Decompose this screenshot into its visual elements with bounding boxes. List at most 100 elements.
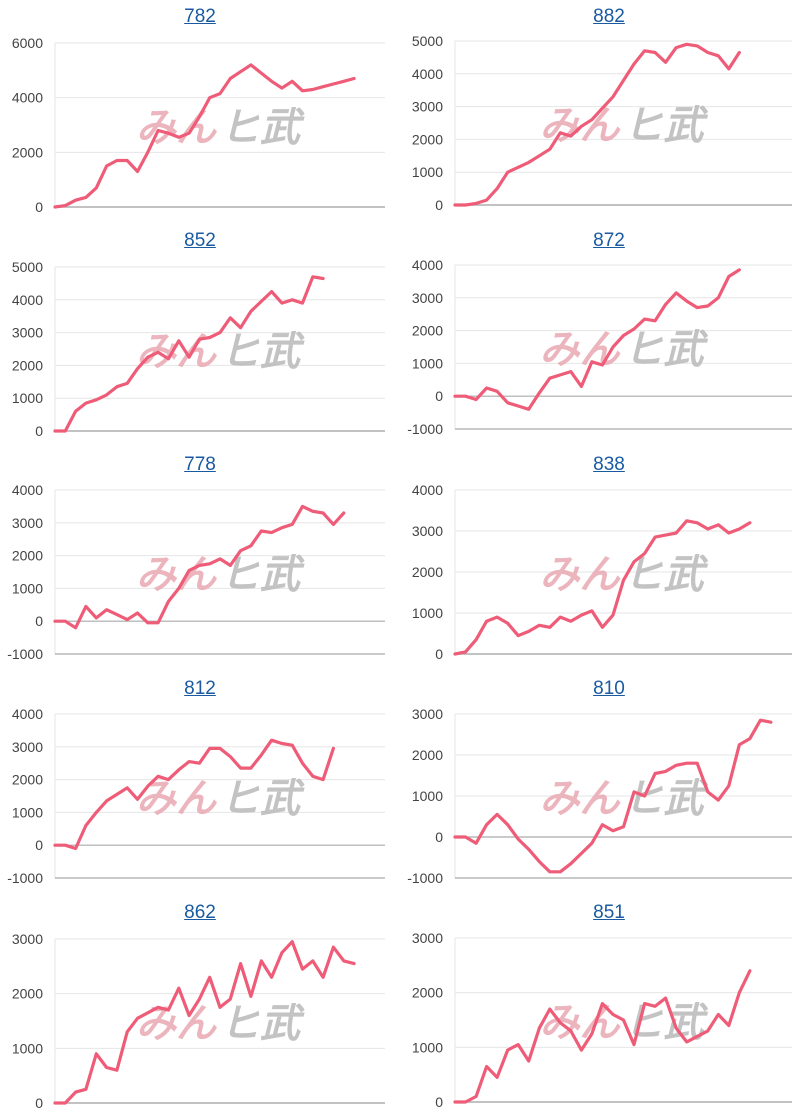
chart-title-link[interactable]: 782 — [184, 6, 216, 27]
svg-text:ヒ武: ヒ武 — [220, 1001, 305, 1047]
y-tick-label: 0 — [35, 613, 43, 629]
svg-text:ヒ武: ヒ武 — [220, 776, 305, 822]
watermark-logo: みん ヒ武 — [136, 1001, 305, 1047]
series-line — [453, 268, 741, 411]
y-tick-label: 3000 — [12, 325, 43, 341]
line-chart: 0 2000 4000 6000 みん ヒ武 — [12, 35, 385, 215]
y-tick-label: 3000 — [412, 930, 443, 946]
chart-title-link[interactable]: 851 — [593, 902, 625, 923]
svg-text:みん: みん — [136, 329, 218, 375]
line-chart: -1000 0 1000 2000 3000 みん ヒ武 — [407, 706, 792, 886]
y-tick-label: 0 — [35, 1095, 43, 1111]
chart-panel: 0 1000 2000 3000 みん ヒ武 851 — [406, 896, 812, 1120]
svg-text:ヒ武: ヒ武 — [624, 103, 709, 149]
y-tick-label: 1000 — [412, 605, 443, 621]
chart-title-link[interactable]: 838 — [593, 454, 625, 475]
chart-panel: -1000 0 1000 2000 3000 4000 みん ヒ武 872 — [406, 224, 812, 448]
chart-panel: 0 1000 2000 3000 4000 みん ヒ武 838 — [406, 448, 812, 672]
watermark-logo: みん ヒ武 — [136, 776, 305, 822]
y-tick-label: 4000 — [412, 66, 443, 82]
chart-title-link[interactable]: 810 — [593, 678, 625, 699]
chart-title-link[interactable]: 862 — [184, 902, 216, 923]
watermark-logo: みん ヒ武 — [540, 1000, 709, 1046]
y-tick-label: 3000 — [12, 931, 43, 947]
y-tick-label: 1000 — [412, 788, 443, 804]
chart-title-link[interactable]: 882 — [593, 6, 625, 27]
line-chart: 0 1000 2000 3000 みん ヒ武 — [412, 930, 792, 1110]
y-tick-label: 0 — [435, 646, 443, 662]
chart-panel: 0 2000 4000 6000 みん ヒ武 782 — [0, 0, 400, 224]
svg-text:みん: みん — [136, 1001, 218, 1047]
series-line — [53, 63, 356, 209]
y-tick-label: 3000 — [412, 523, 443, 539]
y-tick-label: 4000 — [12, 90, 43, 106]
svg-text:ヒ武: ヒ武 — [220, 105, 305, 151]
chart-panel: -1000 0 1000 2000 3000 4000 みん ヒ武 812 — [0, 672, 400, 896]
line-chart: 0 1000 2000 3000 4000 みん ヒ武 — [412, 482, 792, 662]
y-tick-label: 4000 — [412, 482, 443, 498]
y-tick-label: 1000 — [12, 804, 43, 820]
y-tick-label: 0 — [435, 829, 443, 845]
chart-panel: 0 1000 2000 3000 みん ヒ武 862 — [0, 896, 400, 1120]
chart-title-link[interactable]: 812 — [184, 678, 216, 699]
y-tick-label: 0 — [35, 837, 43, 853]
y-tick-label: 2000 — [412, 564, 443, 580]
y-tick-label: 2000 — [12, 357, 43, 373]
chart-title-link[interactable]: 872 — [593, 230, 625, 251]
y-tick-label: 0 — [35, 423, 43, 439]
y-tick-label: 0 — [435, 197, 443, 213]
svg-text:みん: みん — [136, 105, 218, 151]
y-tick-label: 1000 — [412, 164, 443, 180]
series-line — [453, 718, 773, 874]
watermark-logo: みん ヒ武 — [136, 105, 305, 151]
svg-text:みん: みん — [540, 327, 622, 373]
y-tick-label: 4000 — [12, 482, 43, 498]
svg-text:みん: みん — [540, 776, 622, 822]
svg-text:ヒ武: ヒ武 — [220, 329, 305, 375]
y-tick-label: 2000 — [412, 323, 443, 339]
y-tick-label: 1000 — [12, 1040, 43, 1056]
y-tick-label: 0 — [35, 199, 43, 215]
y-tick-label: 2000 — [412, 747, 443, 763]
line-chart: 0 1000 2000 3000 みん ヒ武 — [12, 931, 385, 1111]
y-tick-label: 2000 — [12, 548, 43, 564]
y-tick-label: 0 — [435, 388, 443, 404]
y-tick-label: 3000 — [412, 706, 443, 722]
y-tick-label: 1000 — [12, 580, 43, 596]
svg-text:みん: みん — [136, 776, 218, 822]
svg-text:ヒ武: ヒ武 — [220, 552, 305, 598]
chart-panel: -1000 0 1000 2000 3000 みん ヒ武 810 — [406, 672, 812, 896]
y-tick-label: 2000 — [412, 131, 443, 147]
y-tick-label: 5000 — [412, 33, 443, 49]
series-line — [53, 504, 346, 630]
y-tick-label: 3000 — [12, 739, 43, 755]
y-tick-label: 2000 — [412, 985, 443, 1001]
y-tick-label: 1000 — [412, 355, 443, 371]
watermark-logo: みん ヒ武 — [540, 327, 709, 373]
svg-text:ヒ武: ヒ武 — [624, 327, 709, 373]
y-tick-label: 2000 — [12, 144, 43, 160]
chart-title-link[interactable]: 852 — [184, 230, 216, 251]
chart-title-link[interactable]: 778 — [184, 454, 216, 475]
y-tick-label: 2000 — [12, 986, 43, 1002]
watermark-logo: みん ヒ武 — [540, 103, 709, 149]
watermark-logo: みん ヒ武 — [540, 776, 709, 822]
y-tick-label: 4000 — [412, 257, 443, 273]
y-tick-label: 3000 — [412, 290, 443, 306]
y-tick-label: -1000 — [407, 421, 443, 437]
svg-text:みん: みん — [540, 1000, 622, 1046]
y-tick-label: -1000 — [7, 646, 43, 662]
series-line — [53, 738, 335, 851]
svg-text:みん: みん — [540, 552, 622, 598]
series-line — [53, 275, 325, 433]
chart-panel: 0 1000 2000 3000 4000 5000 みん ヒ武 882 — [406, 0, 812, 224]
y-tick-label: 3000 — [12, 515, 43, 531]
series-line — [53, 940, 356, 1105]
y-tick-label: 6000 — [12, 35, 43, 51]
watermark-logo: みん ヒ武 — [540, 552, 709, 598]
y-tick-label: 1000 — [12, 390, 43, 406]
y-tick-label: 1000 — [412, 1039, 443, 1055]
line-chart: 0 1000 2000 3000 4000 5000 みん ヒ武 — [12, 259, 385, 439]
y-tick-label: 2000 — [12, 772, 43, 788]
line-chart: 0 1000 2000 3000 4000 5000 みん ヒ武 — [412, 33, 792, 213]
